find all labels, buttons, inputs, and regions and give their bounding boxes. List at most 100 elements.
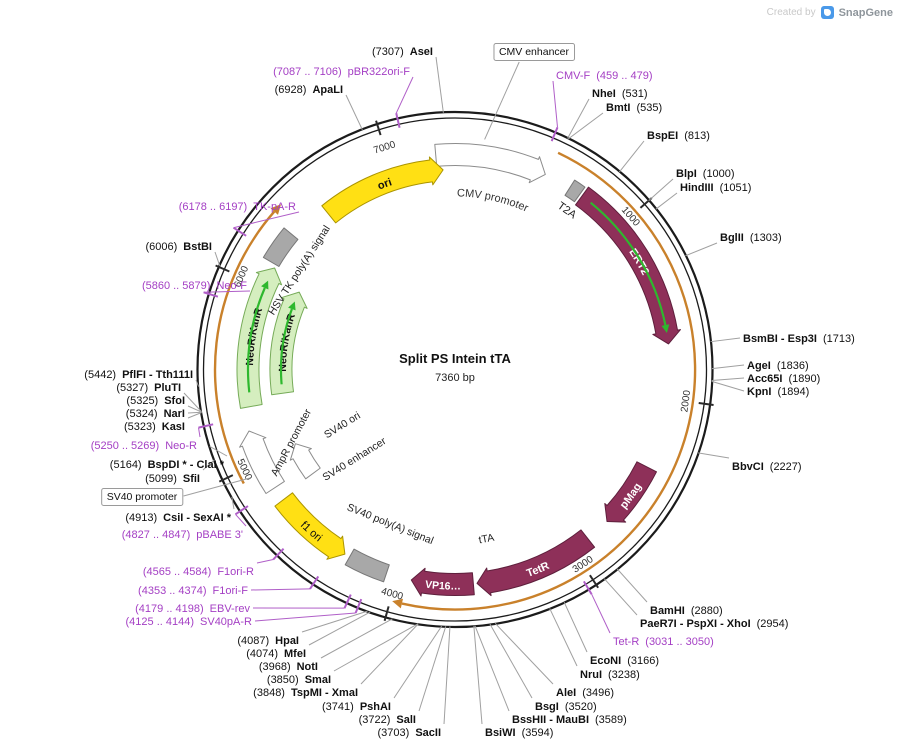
site-label-neo-f[interactable]: (5860 .. 5879) Neo-F <box>142 280 247 292</box>
expression-arc-1 <box>401 151 697 611</box>
primer-mark-4364 <box>309 575 320 590</box>
leader-tet-r <box>591 593 611 634</box>
site-label-sv40-promoter[interactable]: SV40 promoter <box>101 488 184 506</box>
site-label-apali[interactable]: (6928) ApaLI <box>275 84 343 96</box>
tick-2000 <box>698 402 714 407</box>
site-label-pflfi-tth111i[interactable]: (5442) PflFI - Tth111I <box>84 369 193 381</box>
leader-sfii <box>202 459 215 471</box>
leader-blpi <box>648 178 674 201</box>
site-label-f1ori-f[interactable]: (4353 .. 4374) F1ori-F <box>138 585 248 597</box>
expression-arc-arrowhead-2 <box>270 204 281 215</box>
expression-arc-2 <box>213 210 276 485</box>
site-label-csii-sexai[interactable]: (4913) CsiI - SexAI * <box>125 512 231 524</box>
leader-sv40-promoter <box>183 477 251 497</box>
primer-mark-4574 <box>272 548 285 561</box>
leader-tk-pa-r <box>233 211 300 229</box>
leader-tspmi-xmai <box>360 623 419 685</box>
feature-neor-kanr-inner[interactable] <box>269 291 308 396</box>
site-label-smai[interactable]: (3850) SmaI <box>267 674 331 686</box>
primer-mark-4134 <box>354 598 363 614</box>
site-label-alei[interactable]: AleI (3496) <box>556 687 614 699</box>
site-label-hpai[interactable]: (4087) HpaI <box>237 635 299 647</box>
site-label-bglii[interactable]: BglII (1303) <box>720 232 782 244</box>
site-label-nari[interactable]: (5324) NarI <box>126 408 185 420</box>
site-label-tk-pa-r[interactable]: (6178 .. 6197) TK-pA-R <box>179 201 296 213</box>
inner-label-t2a: T2A <box>555 200 579 222</box>
site-label-pshai[interactable]: (3741) PshAI <box>322 701 391 713</box>
feature-vp16[interactable] <box>410 567 475 597</box>
site-label-nhei[interactable]: NheI (531) <box>592 88 648 100</box>
direction-arrow-3 <box>279 308 293 385</box>
site-label-sacii[interactable]: (3703) SacII <box>378 727 441 739</box>
feature-tetr[interactable] <box>476 529 596 597</box>
site-label-tspmi-xmai[interactable]: (3848) TspMI - XmaI <box>253 687 358 699</box>
site-label-bamhi[interactable]: BamHI (2880) <box>650 605 723 617</box>
site-label-asei[interactable]: (7307) AseI <box>372 46 433 58</box>
site-label-pbabe-3[interactable]: (4827 .. 4847) pBABE 3' <box>122 529 243 541</box>
tick-3000 <box>589 574 599 589</box>
site-label-acc65i[interactable]: Acc65I (1890) <box>747 373 820 385</box>
site-label-f1ori-r[interactable]: (4565 .. 4584) F1ori-R <box>143 566 254 578</box>
site-label-bstbi[interactable]: (6006) BstBI <box>145 241 212 253</box>
site-label-bspdi-clai[interactable]: (5164) BspDI * - ClaI * <box>110 459 225 471</box>
site-label-bsmbi-esp3i[interactable]: BsmBI - Esp3I (1713) <box>743 333 855 345</box>
feature-ori[interactable] <box>321 156 444 224</box>
direction-arrow-1 <box>590 201 667 326</box>
site-label-neo-r[interactable]: (5250 .. 5269) Neo-R <box>91 440 197 452</box>
site-label-pbr322ori-f[interactable]: (7087 .. 7106) pBR322ori-F <box>273 66 410 78</box>
watermark-brand: SnapGene <box>838 6 893 19</box>
site-label-kpni[interactable]: KpnI (1894) <box>747 386 809 398</box>
site-label-pluti[interactable]: (5327) PluTI <box>116 382 181 394</box>
primer-mark-5259 <box>198 423 214 429</box>
leader-alei <box>494 622 554 685</box>
site-label-bsgi[interactable]: BsgI (3520) <box>535 701 597 713</box>
site-label-sfii[interactable]: (5099) SfiI <box>145 473 200 485</box>
site-label-cmv-f[interactable]: CMV-F (459 .. 479) <box>556 70 653 82</box>
site-label-ebv-rev[interactable]: (4179 .. 4198) EBV-rev <box>135 603 250 615</box>
site-label-econi[interactable]: EcoNI (3166) <box>590 655 659 667</box>
site-label-noti[interactable]: (3968) NotI <box>259 661 318 673</box>
leader-asei <box>435 56 444 113</box>
leader-acc65i <box>711 377 745 381</box>
inner-label-sv40-ori: SV40 ori <box>322 410 363 442</box>
site-label-bsshii-maubi[interactable]: BssHII - MauBI (3589) <box>512 714 627 726</box>
leader-sali <box>418 626 447 712</box>
site-label-mfei[interactable]: (4074) MfeI <box>246 648 306 660</box>
site-label-sfoi[interactable]: (5325) SfoI <box>126 395 185 407</box>
feature-sv40-promoter-arrow[interactable] <box>239 430 285 494</box>
feature-ampr-promoter-arrow[interactable] <box>289 443 321 480</box>
site-label-paer7i-pspxi-xhoi[interactable]: PaeR7I - PspXI - XhoI (2954) <box>640 618 788 630</box>
leader-sfoi <box>187 405 202 413</box>
site-label-cmv-enhancer[interactable]: CMV enhancer <box>493 43 576 61</box>
site-label-bbvci[interactable]: BbvCI (2227) <box>732 461 802 473</box>
site-label-tet-r[interactable]: Tet-R (3031 .. 3050) <box>613 636 714 648</box>
feature-hsv-tk-polya[interactable] <box>262 227 299 267</box>
feature-sv40-polya[interactable] <box>344 548 390 583</box>
site-label-agei[interactable]: AgeI (1836) <box>747 360 809 372</box>
site-label-sali[interactable]: (3722) SalI <box>359 714 416 726</box>
leader-nhei <box>567 98 590 139</box>
site-label-bspei[interactable]: BspEI (813) <box>647 130 710 142</box>
feature-f1-ori[interactable] <box>274 492 346 560</box>
leader-mfei <box>308 611 371 646</box>
leader-bspdi-clai <box>209 445 228 457</box>
site-label-kasi[interactable]: (5323) KasI <box>124 421 185 433</box>
site-label-sv40pa-r[interactable]: (4125 .. 4144) SV40pA-R <box>126 616 253 628</box>
feature-t2a[interactable] <box>564 179 586 203</box>
site-label-text: SV40 promoter <box>107 491 178 503</box>
feature-ert2[interactable] <box>575 186 681 345</box>
leader-bbvci <box>698 452 730 459</box>
leader-nari <box>187 411 202 414</box>
site-label-bmti[interactable]: BmtI (535) <box>606 102 662 114</box>
feature-cmv-promoter[interactable] <box>434 143 546 184</box>
site-label-box <box>101 488 184 506</box>
site-label-hindiii[interactable]: HindIII (1051) <box>680 182 751 194</box>
leader-bglii <box>685 242 718 257</box>
leader-csii-sexai <box>231 496 235 510</box>
site-label-blpi[interactable]: BlpI (1000) <box>676 168 735 180</box>
site-label-nrui[interactable]: NruI (3238) <box>580 669 640 681</box>
leader-cmv-enhancer <box>484 61 520 140</box>
site-label-bsiwi[interactable]: BsiWI (3594) <box>485 727 553 739</box>
leader-f1ori-r <box>256 559 274 564</box>
feature-pmag[interactable] <box>604 461 657 523</box>
